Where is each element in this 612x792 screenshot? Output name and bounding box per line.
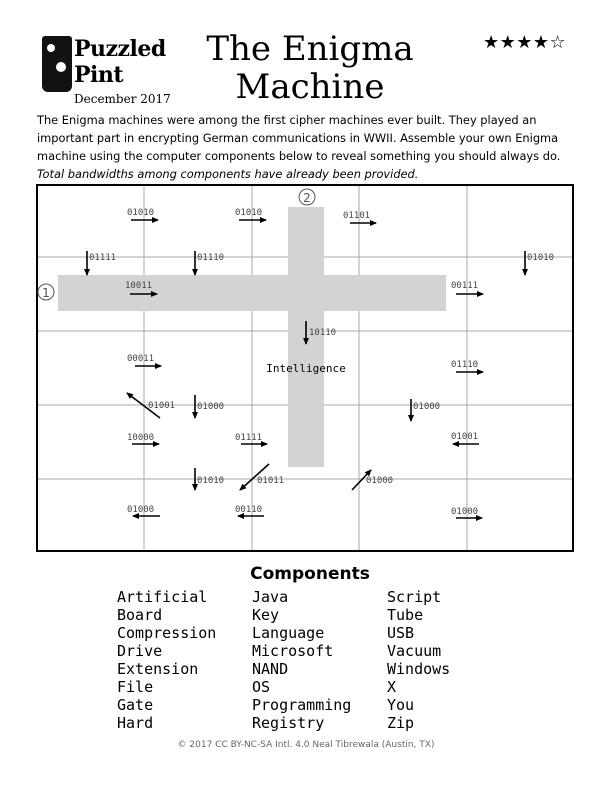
components-column-1: Artificial Board Compression Drive Exten… [117,588,216,732]
component-item: Language [252,624,325,642]
component-item: Java [252,588,289,606]
components-column-2: Java Key Language Microsoft NAND OS Prog… [252,588,351,732]
logo-line-2: Pint [74,62,124,88]
component-item: Zip [387,714,415,732]
pint-glass-icon [42,36,72,92]
bit-code: 00111 [451,281,478,291]
bit-code: 01110 [197,253,224,263]
component-item: Script [387,588,442,606]
components-heading: Components [250,564,370,584]
horizontal-bar-1 [58,275,446,311]
logo-date: December 2017 [74,92,171,106]
component-item: Board [117,606,163,624]
component-item: OS [252,678,271,696]
page-title: The Enigma Machine [180,30,440,106]
component-item: USB [387,624,415,642]
bit-code: 01110 [451,360,478,370]
center-word: Intelligence [266,362,345,375]
component-item: Key [252,606,280,624]
bit-code: 01000 [127,505,154,515]
bit-code: 01010 [527,253,554,263]
arrow-diagonal [126,392,161,419]
bit-code: 01001 [451,432,478,442]
bit-code: 01010 [197,476,224,486]
bit-code: 01111 [235,433,262,443]
components-column-3: Script Tube USB Vacuum Windows X You Zip [387,588,450,732]
bit-code: 01010 [127,208,154,218]
logo-line-1: Puzzled [74,36,166,62]
copyright-footer: © 2017 CC BY-NC-SA Intl. 4.0 Neal Tibrew… [177,740,435,750]
bit-code: 10110 [309,328,336,338]
bit-code: 01000 [197,402,224,412]
component-item: Tube [387,606,424,624]
component-item: Extension [117,660,199,678]
component-item: Drive [117,642,163,660]
marker-2-circle [298,188,316,206]
bit-code: 01000 [366,476,393,486]
bit-code: 10000 [127,433,154,443]
title-line-1: The Enigma [206,29,414,69]
intro-italic: Total bandwidths among components have a… [37,167,419,181]
component-item: Hard [117,714,154,732]
puzzled-pint-logo: Puzzled Pint December 2017 [40,34,171,108]
marker-1-circle [37,283,55,301]
bit-code: 01111 [89,253,116,263]
component-item: Windows [387,660,451,678]
arrow-diagonal [239,463,270,491]
bit-code: 01001 [148,401,175,411]
marker-2-label: 2 [303,191,311,205]
component-item: NAND [252,660,289,678]
component-item: File [117,678,154,696]
intro-paragraph: The Enigma machines were among the first… [37,111,577,183]
bit-code: 01101 [343,211,370,221]
bit-code: 01010 [235,208,262,218]
component-item: X [387,678,397,696]
arrows [84,217,528,521]
bit-code: 10011 [125,281,152,291]
component-item: Gate [117,696,154,714]
bit-code: 01000 [451,507,478,517]
intro-text: The Enigma machines were among the first… [37,113,561,163]
marker-1-label: 1 [42,286,50,300]
component-item: Artificial [117,588,208,606]
grid-lines [38,186,572,550]
puzzle-grid-frame [36,184,574,552]
bit-code: 01011 [257,476,284,486]
component-item: You [387,696,415,714]
arrow-diagonal [351,469,372,491]
difficulty-stars: ★★★★☆ [483,32,567,53]
component-item: Programming [252,696,352,714]
component-item: Vacuum [387,642,442,660]
puzzle-grid: 2 1 Intelligence 01010 01010 01101 01111… [37,186,572,550]
bit-code: 00110 [235,505,262,515]
bit-code: 00011 [127,354,154,364]
component-item: Compression [117,624,217,642]
bit-code: 01000 [413,402,440,412]
component-item: Registry [252,714,325,732]
title-line-2: Machine [235,67,385,107]
component-item: Microsoft [252,642,334,660]
